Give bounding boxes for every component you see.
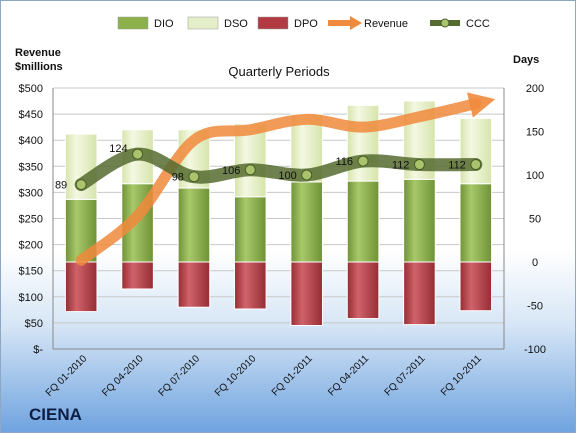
y-right-tick-label: -50 (527, 301, 543, 313)
plot-area: $- $50 $100 $150 $200 $250 $300 $350 $400 $450 $50… (19, 83, 547, 399)
legend-label: DPO (294, 18, 318, 30)
ccc-data-label: 98 (172, 172, 184, 184)
x-tick-label: FQ 07-2011 (383, 353, 428, 398)
y-right-tick-label: 50 (529, 214, 541, 226)
bar-dio (234, 196, 267, 263)
y-left-tick-label: $350 (19, 161, 43, 173)
legend-swatch-revenue-head (350, 16, 362, 30)
legend-swatch-dpo (257, 16, 289, 30)
legend-swatch-dio (117, 16, 149, 30)
legend-label: DSO (224, 18, 248, 30)
legend-label: DIO (154, 18, 174, 30)
y-left-tick-label: $500 (19, 83, 43, 95)
ccc-point (301, 169, 313, 181)
ccc-point (357, 155, 369, 167)
bar-dpo (346, 261, 380, 320)
x-tick-label: FQ 10-2011 (439, 353, 484, 398)
y-right-tick-label: -100 (524, 344, 546, 356)
x-tick-label: FQ 04-2010 (100, 353, 146, 399)
bar-dio (290, 181, 323, 263)
bar-dio (346, 180, 380, 263)
ccc-data-label: 112 (392, 160, 410, 172)
y-left-title-line1: Revenue (15, 47, 61, 59)
y-left-tick-label: $100 (19, 292, 43, 304)
ccc-point (413, 159, 425, 171)
company-name: CIENA (29, 405, 82, 424)
x-tick-label: FQ 04-2011 (326, 353, 371, 398)
ccc-data-label: 112 (448, 160, 466, 172)
ccc-data-label: 100 (278, 170, 296, 182)
chart-subtitle: Quarterly Periods (228, 64, 330, 79)
bar-dpo (459, 261, 493, 312)
ccc-data-label: 106 (222, 165, 240, 177)
y-left-tick-label: $450 (19, 109, 43, 121)
bar-dio (177, 187, 211, 263)
y-left-tick-label: $300 (19, 187, 43, 199)
ccc-point (188, 171, 200, 183)
legend-swatch-dso (187, 16, 219, 30)
ccc-data-label: 89 (55, 180, 67, 192)
legend-label: CCC (466, 18, 490, 30)
bar-dpo (177, 261, 211, 308)
x-tick-label: FQ 01-2010 (44, 353, 90, 399)
bar-dio (459, 183, 493, 263)
ccc-point (75, 179, 87, 191)
y-right-tick-label: 200 (526, 83, 544, 95)
revenue-line (75, 98, 482, 266)
ccc-data-label: 124 (109, 143, 127, 155)
x-tick-label: FQ 07-2010 (157, 353, 203, 399)
ccc-point (132, 148, 144, 160)
bar-dpo (64, 261, 98, 313)
legend-label: Revenue (364, 18, 408, 30)
y-left-tick-label: $- (33, 344, 43, 356)
y-right-tick-label: 150 (526, 127, 544, 139)
y-left-title-line2: $millions (15, 61, 63, 73)
y-left-tick-label: $250 (19, 214, 43, 226)
bar-dio (403, 178, 436, 263)
bar-dso (459, 117, 493, 185)
y-left-tick-label: $400 (19, 135, 43, 147)
ccc-data-label: 116 (336, 156, 354, 168)
bar-dso (64, 133, 98, 200)
y-right-title: Days (513, 54, 539, 66)
ccc-point (244, 164, 256, 176)
x-tick-label: FQ 10-2010 (213, 353, 259, 399)
y-right-tick-label: 100 (526, 170, 544, 182)
y-left-tick-label: $200 (19, 240, 43, 252)
y-left-tick-label: $50 (25, 318, 43, 330)
bar-dpo (121, 261, 154, 290)
x-tick-label: FQ 01-2011 (270, 353, 315, 398)
y-left-tick-label: $150 (19, 266, 43, 278)
bar-dpo (403, 261, 436, 326)
bar-dpo (290, 261, 323, 327)
bar-dpo (234, 261, 267, 310)
legend-swatch-ccc-dot (440, 18, 450, 28)
legend: DIO DSO DPO Revenue CCC (117, 16, 490, 30)
y-right-tick-label: 0 (532, 257, 538, 269)
ccc-point (470, 159, 482, 171)
revenue-arrowhead (467, 92, 496, 118)
